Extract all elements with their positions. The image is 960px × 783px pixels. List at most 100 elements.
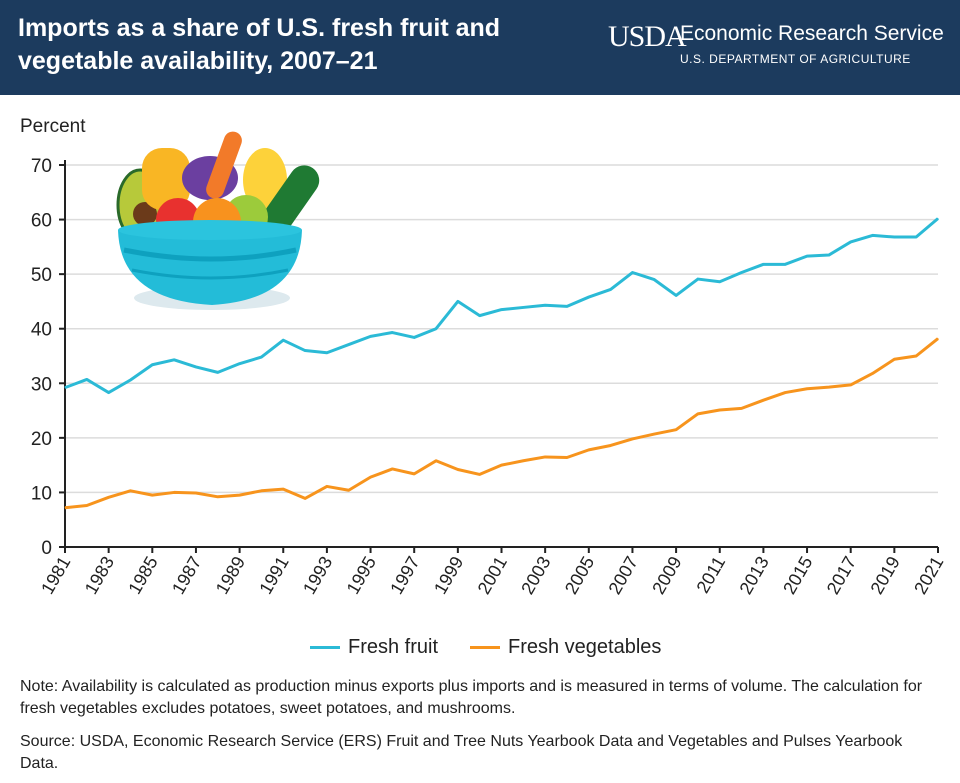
data-point <box>195 366 197 368</box>
data-point <box>260 356 262 358</box>
data-point <box>391 332 393 334</box>
data-point <box>653 433 655 435</box>
data-point <box>86 505 88 507</box>
data-point <box>719 409 721 411</box>
y-axis-label: Percent <box>20 116 86 137</box>
data-point <box>697 413 699 415</box>
data-point <box>566 457 568 459</box>
x-tick-label: 2009 <box>648 553 685 598</box>
chart-title: Imports as a share of U.S. fresh fruit a… <box>18 14 501 75</box>
data-point <box>522 460 524 462</box>
data-point <box>828 386 830 388</box>
data-point <box>348 344 350 346</box>
data-point <box>413 336 415 338</box>
data-point <box>762 399 764 401</box>
data-point <box>217 496 219 498</box>
usda-logo: USDA <box>608 20 687 53</box>
data-point <box>893 358 895 360</box>
x-tick-label: 1997 <box>386 553 423 598</box>
x-tick-label: 2007 <box>605 553 642 598</box>
data-point <box>195 492 197 494</box>
data-point <box>850 384 852 386</box>
x-tick-label: 2011 <box>693 553 730 597</box>
x-tick-label: 2015 <box>779 553 816 598</box>
data-point <box>260 490 262 492</box>
data-point <box>501 464 502 466</box>
x-tick-label: 2017 <box>823 553 860 598</box>
y-tick-label: 60 <box>31 211 52 232</box>
data-point <box>522 306 524 308</box>
data-point <box>129 379 131 381</box>
series-line-fresh-vegetables <box>64 337 939 510</box>
y-tick-label: 50 <box>31 265 52 286</box>
department-name: U.S. DEPARTMENT OF AGRICULTURE <box>680 52 911 66</box>
chart-note: Note: Availability is calculated as prod… <box>20 678 923 717</box>
data-point <box>391 468 393 470</box>
data-point <box>915 236 917 238</box>
data-point <box>151 364 153 366</box>
data-point <box>413 473 415 475</box>
data-point <box>64 387 66 389</box>
data-point <box>915 355 917 357</box>
data-point <box>588 449 590 451</box>
data-point <box>653 279 655 281</box>
data-point <box>348 489 350 491</box>
data-point <box>697 278 699 280</box>
data-point <box>762 263 764 265</box>
x-tick-label: 2019 <box>866 553 903 598</box>
data-point <box>544 456 546 458</box>
data-point <box>239 494 241 496</box>
data-point <box>806 388 808 390</box>
y-tick-label: 70 <box>31 156 52 177</box>
data-point <box>151 494 153 496</box>
y-tick-label: 30 <box>31 374 52 395</box>
data-point <box>435 460 437 462</box>
data-point <box>326 352 328 354</box>
data-point <box>304 497 306 499</box>
data-point <box>108 496 110 498</box>
data-point <box>610 288 612 290</box>
data-point <box>326 485 328 487</box>
data-point <box>610 444 612 446</box>
legend-swatch-vegetables <box>470 646 500 649</box>
data-point <box>675 294 677 296</box>
y-tick-label: 40 <box>31 320 52 341</box>
y-tick-label: 20 <box>31 429 52 450</box>
data-point <box>850 241 852 243</box>
data-point <box>741 407 743 409</box>
data-point <box>741 272 743 274</box>
x-tick-label: 1981 <box>37 553 74 598</box>
data-point <box>239 363 241 365</box>
data-point <box>631 272 633 274</box>
y-tick-label: 0 <box>41 538 52 559</box>
data-point <box>828 254 830 256</box>
data-point <box>719 281 721 283</box>
data-point <box>129 490 131 492</box>
x-tick-label: 2005 <box>561 553 598 598</box>
data-point <box>173 491 175 493</box>
legend-label: Fresh vegetables <box>508 636 662 658</box>
data-point <box>435 328 437 330</box>
data-point <box>675 429 677 431</box>
legend-swatch-fruit <box>310 646 340 649</box>
data-point <box>872 234 874 236</box>
data-point <box>784 263 786 265</box>
legend-label: Fresh fruit <box>348 636 439 658</box>
header-banner: Imports as a share of U.S. fresh fruit a… <box>0 0 960 95</box>
fruit-bowl-illustration <box>116 131 320 310</box>
data-point <box>108 392 110 394</box>
data-point <box>457 300 459 302</box>
data-point <box>937 217 939 219</box>
data-point <box>282 339 284 341</box>
data-point <box>479 315 481 317</box>
data-point <box>370 335 372 337</box>
x-tick-label: 1983 <box>81 553 118 598</box>
data-point <box>631 438 633 440</box>
x-tick-label: 1993 <box>299 553 336 598</box>
x-tick-label: 2013 <box>736 553 773 598</box>
data-point <box>173 359 175 361</box>
x-tick-label: 1999 <box>430 553 467 598</box>
data-point <box>937 338 939 340</box>
data-point <box>588 296 590 298</box>
